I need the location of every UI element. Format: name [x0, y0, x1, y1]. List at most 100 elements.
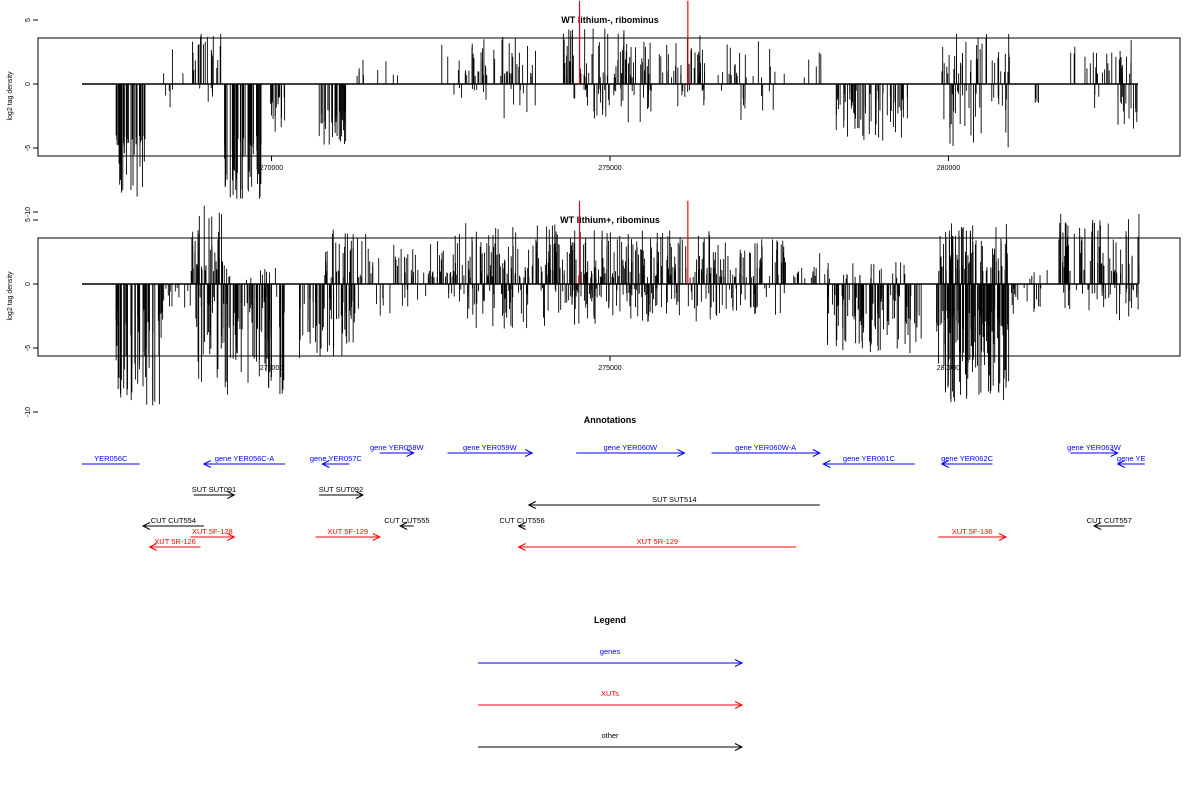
- legend-entry: genes: [478, 647, 744, 667]
- x-tick-label: 270000: [260, 165, 283, 172]
- signal-bars: [82, 205, 1140, 406]
- x-axis: 270000 275000 280000: [260, 156, 960, 172]
- arrow-left-icon: [517, 543, 526, 551]
- feature-label: gene YER063W: [1067, 443, 1122, 452]
- feature-annotation: gene YER062C: [940, 454, 994, 468]
- feature-annotation: SUT SUT514: [527, 495, 820, 509]
- marker-lines: [578, 0, 689, 84]
- arrow-right-icon: [677, 449, 686, 457]
- feature-annotation: CUT CUT557: [1087, 516, 1132, 530]
- feature-label: XUT 5F-128: [192, 527, 233, 536]
- panel-title: WT lithium+, ribominus: [560, 215, 660, 225]
- feature-label: YER056C: [94, 454, 128, 463]
- arrow-right-icon: [998, 533, 1008, 541]
- feature-label: gene YE: [1117, 454, 1146, 463]
- arrow-left-icon: [399, 522, 408, 530]
- legend-entry: XUTs: [478, 689, 744, 709]
- y-tick-label: 0: [25, 282, 32, 286]
- marker-lines: [578, 200, 689, 284]
- track-panel-lithium-plus: WT lithium+, ribominus log2 tag density …: [7, 200, 1181, 417]
- feature-annotation: gene YER060W-A: [711, 443, 821, 457]
- arrow-left-icon: [517, 522, 526, 530]
- feature-label: CUT CUT554: [151, 516, 196, 525]
- legend: Legend genes XUTs other: [478, 615, 744, 751]
- arrow-right-icon: [1110, 449, 1119, 457]
- legend-entry: other: [478, 731, 744, 751]
- feature-annotation: XUT 5R-126: [148, 537, 201, 551]
- feature-label: SUT SUT091: [192, 485, 236, 494]
- feature-label: gene YER060W: [603, 443, 658, 452]
- feature-annotation: SUT SUT091: [192, 485, 236, 499]
- y-tick-label: -10: [25, 207, 32, 217]
- arrow-left-icon: [148, 543, 157, 551]
- feature-annotation: gene YER058W: [370, 443, 425, 457]
- feature-annotation: gene YER056C-A: [202, 454, 286, 468]
- arrow-right-icon: [812, 449, 821, 457]
- panel-title: WT lithium-, ribominus: [561, 15, 659, 25]
- feature-label: SUT SUT514: [652, 495, 696, 504]
- arrow-right-icon: [227, 491, 236, 499]
- arrow-right-icon: [524, 449, 534, 457]
- y-tick-label: 5: [25, 218, 32, 222]
- feature-label: gene YER062C: [941, 454, 994, 463]
- plot-frame: [37, 37, 1181, 157]
- arrow-left-icon: [202, 460, 212, 468]
- arrow-right-icon: [734, 659, 744, 667]
- arrow-left-icon: [1092, 522, 1102, 530]
- legend-title: Legend: [594, 615, 626, 625]
- feature-annotation: CUT CUT556: [499, 516, 545, 530]
- y-tick-label: -5: [25, 145, 32, 151]
- feature-label: CUT CUT557: [1087, 516, 1132, 525]
- feature-annotation: gene YER059W: [447, 443, 534, 457]
- feature-label: gene YER058W: [370, 443, 425, 452]
- y-axis-label: log2 tag density: [7, 271, 14, 321]
- arrow-right-icon: [734, 701, 744, 709]
- feature-annotation: SUT SUT092: [319, 485, 365, 499]
- feature-annotation: XUT 5F-129: [315, 527, 381, 541]
- y-axis: -10 -5 0 5: [25, 218, 38, 417]
- feature-label: CUT CUT555: [384, 516, 429, 525]
- feature-annotation: XUT 5F-128: [190, 527, 236, 541]
- feature-label: XUT 5F-129: [327, 527, 368, 536]
- arrow-left-icon: [940, 460, 949, 468]
- y-tick-label: -10: [25, 407, 32, 417]
- arrow-left-icon: [1116, 460, 1125, 468]
- arrow-right-icon: [406, 449, 415, 457]
- feature-annotation: gene YER057C: [310, 454, 363, 468]
- feature-list: YER056C gene YER056C-A gene YER057C gene YE…: [82, 443, 1146, 551]
- legend-label: XUTs: [601, 689, 619, 698]
- plot-frame: [37, 237, 1181, 357]
- feature-annotation: gene YE: [1116, 454, 1146, 468]
- y-axis: -10 -5 0 5: [25, 18, 38, 217]
- x-tick-label: 275000: [598, 165, 621, 172]
- legend-label: genes: [600, 647, 621, 656]
- annotations-panel: Annotations YER056C gene YER056C-A gene YE…: [82, 415, 1146, 551]
- signal-bars: [82, 28, 1138, 199]
- arrow-right-icon: [734, 743, 744, 751]
- annotations-title: Annotations: [584, 415, 637, 425]
- y-tick-label: 5: [25, 18, 32, 22]
- feature-annotation: YER056C: [82, 454, 140, 465]
- feature-annotation: CUT CUT555: [384, 516, 430, 530]
- feature-annotation: gene YER063W: [1067, 443, 1122, 457]
- x-tick-label: 275000: [598, 365, 621, 372]
- y-tick-label: -5: [25, 345, 32, 351]
- x-tick-label: 280000: [937, 165, 960, 172]
- feature-annotation: CUT CUT554: [141, 516, 204, 530]
- feature-label: gene YER057C: [310, 454, 363, 463]
- arrow-right-icon: [227, 533, 236, 541]
- y-axis-label: log2 tag density: [7, 71, 14, 121]
- feature-label: SUT SUT092: [319, 485, 363, 494]
- y-tick-label: 0: [25, 82, 32, 86]
- arrow-left-icon: [822, 460, 831, 468]
- legend-entries: genes XUTs other: [478, 647, 744, 751]
- feature-annotation: gene YER060W: [576, 443, 686, 457]
- track-panel-lithium-minus: WT lithium-, ribominus log2 tag density …: [7, 0, 1181, 217]
- feature-annotation: gene YER061C: [822, 454, 915, 468]
- feature-label: gene YER059W: [463, 443, 518, 452]
- arrow-left-icon: [321, 460, 330, 468]
- feature-annotation: XUT 5R-129: [517, 537, 797, 551]
- feature-label: XUT 5R-126: [154, 537, 196, 546]
- feature-label: CUT CUT556: [499, 516, 544, 525]
- arrow-left-icon: [527, 501, 536, 509]
